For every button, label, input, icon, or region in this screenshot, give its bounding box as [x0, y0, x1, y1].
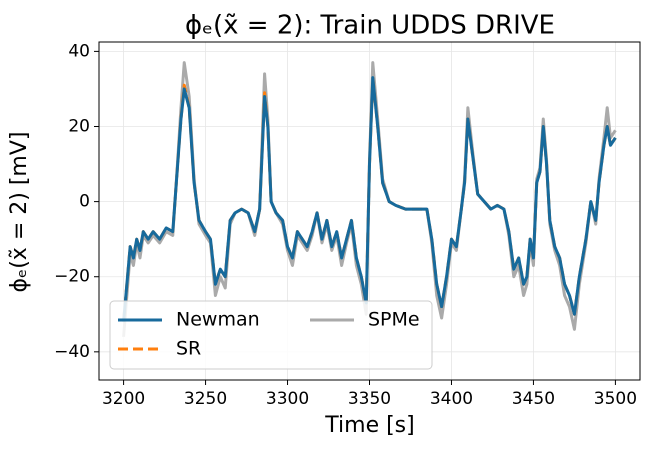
x-tick-label: 3250 [184, 389, 227, 409]
y-tick-label: 0 [79, 192, 90, 212]
x-tick-label: 3350 [348, 389, 391, 409]
y-tick-label: −40 [54, 342, 90, 362]
x-tick-label: 3450 [512, 389, 555, 409]
legend-box [109, 300, 433, 370]
plot-frame [98, 41, 641, 381]
legend-label: Newman [176, 309, 260, 331]
x-tick-label: 3300 [266, 389, 309, 409]
y-axis-label: ϕₑ(x̃ = 2) [mV] [7, 132, 32, 293]
y-tick-label: 40 [68, 41, 90, 61]
legend-label: SR [176, 338, 201, 360]
chart-title: ϕₑ(x̃ = 2): Train UDDS DRIVE [185, 11, 555, 41]
legend-label: SPMe [368, 309, 420, 331]
x-tick-label: 3400 [430, 389, 473, 409]
y-tick-label: −20 [54, 267, 90, 287]
x-axis-label: Time [s] [324, 413, 414, 438]
x-tick-label: 3200 [102, 389, 145, 409]
y-tick-label: 20 [68, 117, 90, 137]
x-tick-label: 3500 [594, 389, 637, 409]
